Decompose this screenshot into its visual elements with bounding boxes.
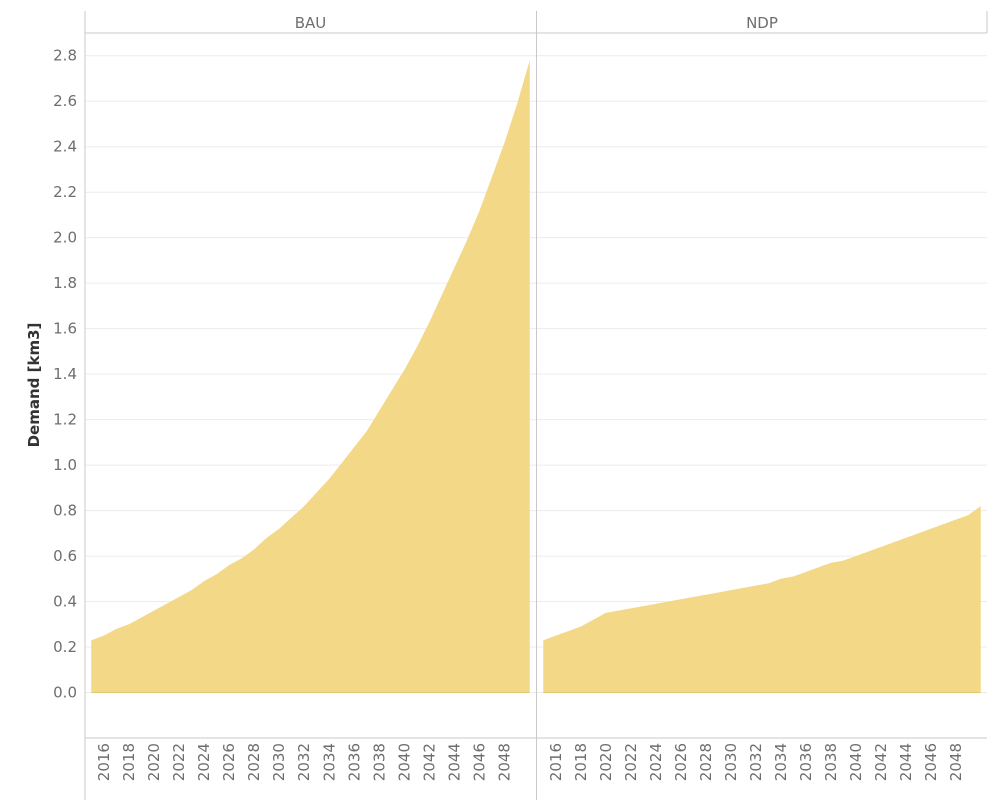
panel-title-bau: BAU [295, 14, 327, 32]
x-tick-label: 2042 [872, 743, 890, 781]
x-tick-label: 2048 [947, 743, 965, 781]
x-tick-label: 2040 [395, 743, 413, 781]
x-tick-label: 2048 [496, 743, 514, 781]
y-tick-label: 0.0 [53, 684, 77, 702]
x-tick-label: 2036 [345, 743, 363, 781]
y-tick-label: 2.0 [53, 229, 77, 247]
y-tick-label: 1.8 [53, 274, 77, 292]
y-tick-label: 0.8 [53, 502, 77, 520]
x-tick-label: 2042 [421, 743, 439, 781]
y-tick-label: 1.6 [53, 320, 77, 338]
y-tick-label: 2.8 [53, 47, 77, 65]
x-tick-label: 2024 [647, 743, 665, 781]
x-tick-label: 2030 [722, 743, 740, 781]
x-tick-label: 2022 [622, 743, 640, 781]
x-tick-label: 2036 [797, 743, 815, 781]
x-tick-label: 2016 [95, 743, 113, 781]
x-tick-label: 2032 [295, 743, 313, 781]
x-tick-label: 2026 [672, 743, 690, 781]
y-tick-label: 2.2 [53, 183, 77, 201]
x-tick-label: 2018 [572, 743, 590, 781]
x-tick-label: 2020 [145, 743, 163, 781]
x-tick-label: 2044 [446, 743, 464, 781]
x-tick-label: 2034 [320, 743, 338, 781]
y-tick-label: 1.2 [53, 411, 77, 429]
y-tick-label: 2.6 [53, 92, 77, 110]
x-tick-label: 2026 [220, 743, 238, 781]
x-tick-label: 2034 [772, 743, 790, 781]
x-tick-label: 2046 [471, 743, 489, 781]
panel-title-ndp: NDP [746, 14, 778, 32]
y-tick-label: 1.4 [53, 365, 77, 383]
area-bau [91, 60, 530, 693]
y-tick-label: 2.4 [53, 138, 77, 156]
x-tick-label: 2018 [120, 743, 138, 781]
x-tick-label: 2030 [270, 743, 288, 781]
y-axis-title: Demand [km3] [25, 323, 43, 448]
x-tick-label: 2040 [847, 743, 865, 781]
x-tick-label: 2024 [195, 743, 213, 781]
x-tick-label: 2028 [697, 743, 715, 781]
area-ndp [543, 506, 981, 693]
x-tick-label: 2022 [170, 743, 188, 781]
y-tick-label: 0.6 [53, 547, 77, 565]
y-tick-label: 1.0 [53, 456, 77, 474]
x-tick-label: 2046 [922, 743, 940, 781]
x-tick-label: 2020 [597, 743, 615, 781]
x-tick-label: 2038 [822, 743, 840, 781]
x-tick-label: 2032 [747, 743, 765, 781]
x-tick-label: 2028 [245, 743, 263, 781]
y-tick-label: 0.2 [53, 638, 77, 656]
x-tick-label: 2044 [897, 743, 915, 781]
x-tick-label: 2016 [547, 743, 565, 781]
x-tick-label: 2038 [370, 743, 388, 781]
y-tick-label: 0.4 [53, 593, 77, 611]
